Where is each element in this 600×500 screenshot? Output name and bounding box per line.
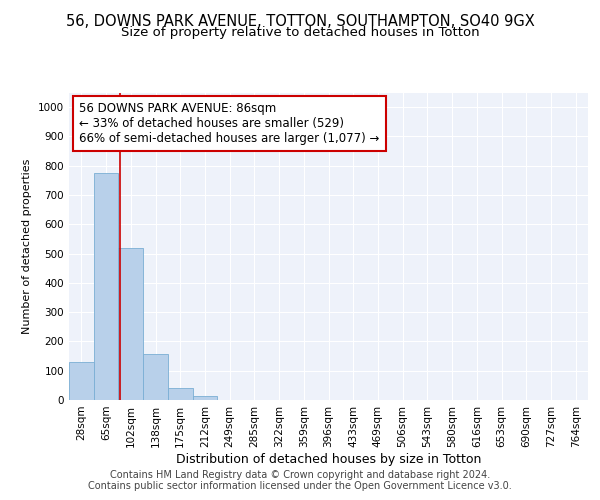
Bar <box>94 173 118 400</box>
Bar <box>69 362 94 400</box>
Text: Contains HM Land Registry data © Crown copyright and database right 2024.: Contains HM Land Registry data © Crown c… <box>110 470 490 480</box>
Text: Contains public sector information licensed under the Open Government Licence v3: Contains public sector information licen… <box>88 481 512 491</box>
Bar <box>143 354 168 400</box>
Bar <box>168 388 193 400</box>
Text: Size of property relative to detached houses in Totton: Size of property relative to detached ho… <box>121 26 479 39</box>
Text: 56, DOWNS PARK AVENUE, TOTTON, SOUTHAMPTON, SO40 9GX: 56, DOWNS PARK AVENUE, TOTTON, SOUTHAMPT… <box>65 14 535 29</box>
X-axis label: Distribution of detached houses by size in Totton: Distribution of detached houses by size … <box>176 452 481 466</box>
Y-axis label: Number of detached properties: Number of detached properties <box>22 158 32 334</box>
Bar <box>193 396 217 400</box>
Bar <box>118 248 143 400</box>
Text: 56 DOWNS PARK AVENUE: 86sqm
← 33% of detached houses are smaller (529)
66% of se: 56 DOWNS PARK AVENUE: 86sqm ← 33% of det… <box>79 102 380 144</box>
